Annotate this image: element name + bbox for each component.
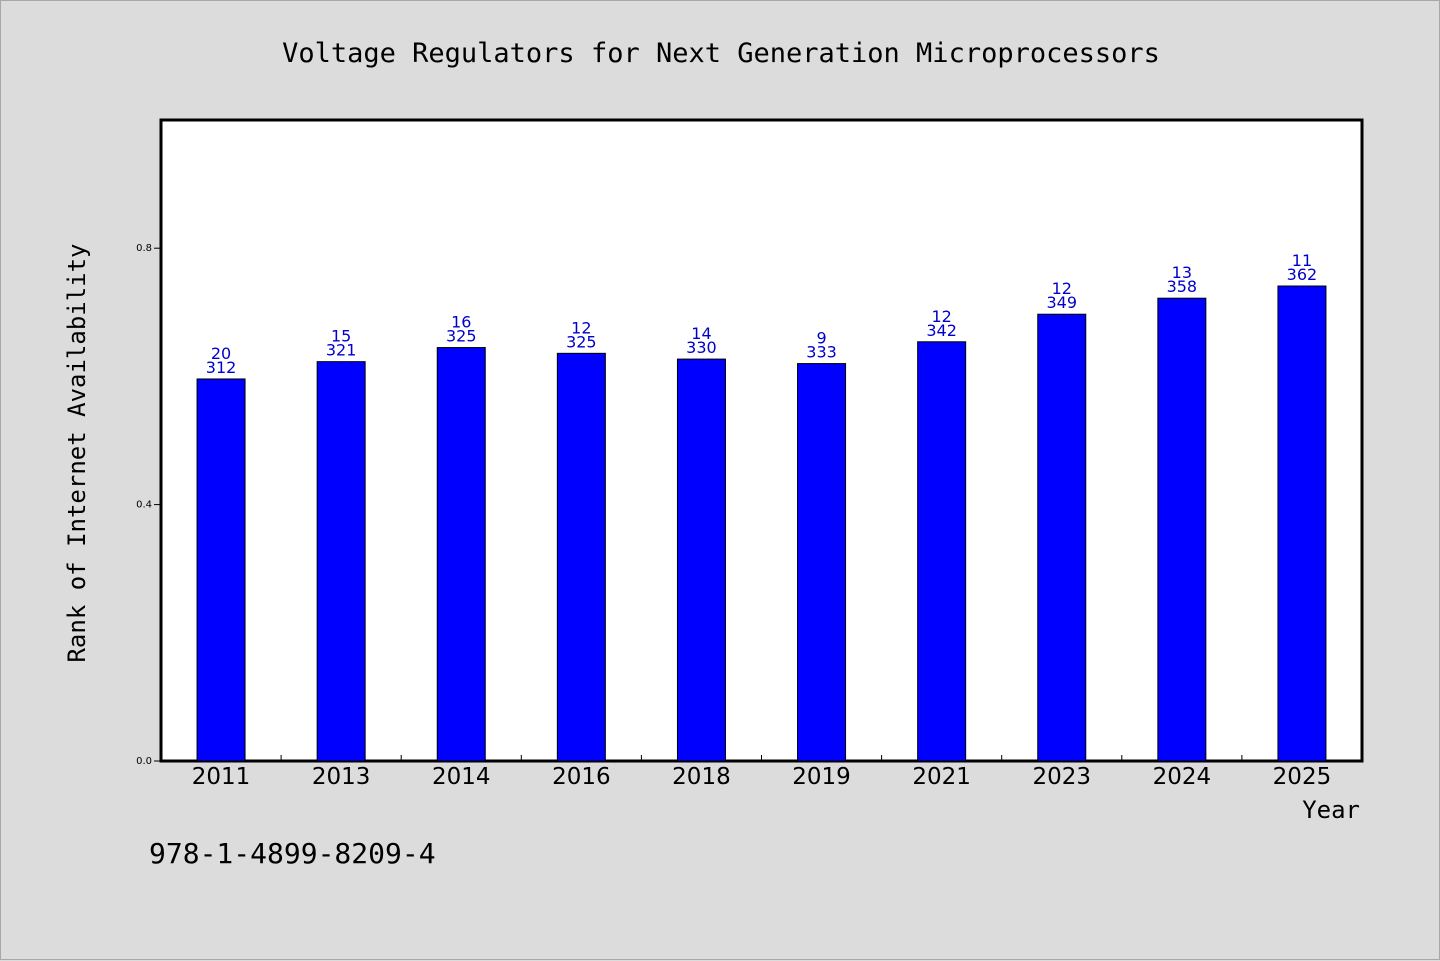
x-tick-label: 2025 [1273, 764, 1332, 790]
bar-label-top: 12 [1052, 279, 1072, 298]
bar-label-top: 14 [691, 324, 711, 343]
bar-label-bottom: 325 [566, 332, 597, 351]
bar [436, 347, 486, 762]
y-tick-label: 0.0 [136, 756, 152, 767]
x-tick-label: 2018 [672, 764, 731, 790]
y-tick-label: 0.8 [136, 243, 152, 254]
bar-label-top: 11 [1292, 251, 1312, 270]
bar-label-bottom: 321 [326, 341, 357, 360]
y-tick-label: 0.4 [136, 500, 152, 511]
y-axis-label: Rank of Internet Availability [63, 243, 91, 662]
bar [797, 363, 847, 762]
x-tick-label: 2024 [1153, 764, 1212, 790]
x-tick-label: 2011 [192, 764, 251, 790]
x-tick-label: 2021 [912, 764, 971, 790]
bar-label-bottom: 333 [806, 343, 837, 362]
chart-title: Voltage Regulators for Next Generation M… [282, 38, 1160, 69]
x-tick-label: 2013 [312, 764, 371, 790]
x-tick-label: 2014 [432, 764, 491, 790]
bar [917, 341, 967, 762]
bar-label-bottom: 358 [1167, 277, 1198, 296]
bar [196, 378, 246, 762]
bar-label-bottom: 325 [446, 327, 477, 346]
bar-label-top: 20 [211, 344, 231, 363]
y-axis: 0.0 0.4 0.8 [136, 243, 161, 767]
bar [556, 352, 606, 762]
bar-label-top: 9 [816, 329, 826, 348]
bar-label-top: 12 [931, 307, 951, 326]
bar [1037, 313, 1087, 762]
bar-label-bottom: 342 [926, 321, 957, 340]
bar-label-top: 16 [451, 313, 471, 332]
bar [676, 358, 726, 762]
x-tick-label: 2023 [1032, 764, 1091, 790]
x-tick-label: 2016 [552, 764, 611, 790]
bar-label-top: 13 [1172, 263, 1192, 282]
bar-label-top: 12 [571, 318, 591, 337]
x-axis-label: Year [1302, 796, 1360, 824]
isbn-text: 978-1-4899-8209-4 [149, 837, 436, 870]
bar-label-bottom: 362 [1287, 265, 1318, 284]
bar [316, 361, 366, 762]
bar-label-bottom: 349 [1046, 293, 1077, 312]
x-tick-label: 2019 [792, 764, 851, 790]
bar [1157, 297, 1207, 762]
x-axis: 2011 2013 2014 2016 2018 2019 2021 2023 2024 2025 [192, 755, 1331, 790]
bar-label-bottom: 330 [686, 338, 717, 357]
bar-series [196, 285, 1327, 762]
bar [1277, 285, 1327, 762]
bar-label-top: 15 [331, 327, 351, 346]
bar-label-bottom: 312 [206, 358, 237, 377]
